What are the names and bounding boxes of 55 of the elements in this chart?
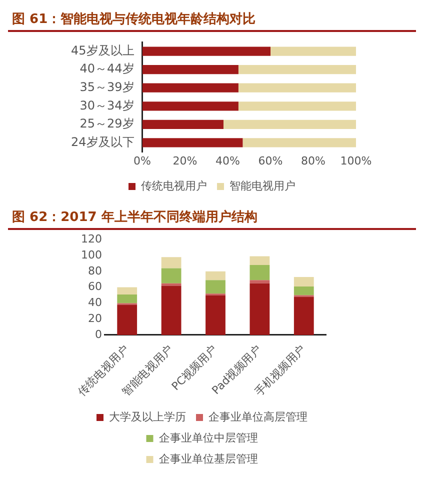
y-tick-label: 60	[88, 280, 102, 294]
y-tick-label: 120	[80, 232, 102, 246]
x-tick-label: 100%	[340, 154, 372, 168]
bar	[142, 102, 238, 111]
y-tick-label: 24岁及以下	[70, 134, 134, 149]
legend-label: 企事业单位高层管理	[208, 410, 308, 424]
bar	[250, 283, 270, 335]
x-tick-label: 60%	[258, 154, 283, 168]
bar	[117, 294, 138, 304]
bar	[161, 257, 182, 268]
y-tick-label: 100	[80, 248, 102, 262]
chart-title: 图 62：2017 年上半年不同终端用户结构	[8, 206, 416, 230]
y-tick-label: 40～44岁	[80, 62, 134, 76]
bar	[206, 271, 226, 280]
bar	[206, 295, 226, 335]
y-tick-label: 30～34岁	[80, 98, 134, 112]
bar	[161, 286, 182, 335]
bar	[250, 280, 270, 284]
y-tick-label: 80	[88, 264, 102, 278]
bar	[238, 65, 356, 74]
legend-label: 大学及以上学历	[109, 410, 186, 424]
bar	[206, 280, 226, 294]
y-tick-label: 0	[94, 328, 102, 341]
bar	[142, 46, 271, 56]
legend-label: 智能电视用户	[230, 179, 296, 192]
legend-label: 传统电视用户	[141, 179, 207, 192]
bar	[161, 268, 182, 284]
bar	[294, 296, 314, 335]
bar	[238, 102, 356, 111]
x-tick-label: 80%	[301, 154, 326, 168]
bar	[117, 287, 138, 294]
legend-label: 企事业单位中层管理	[158, 431, 258, 444]
bar	[294, 276, 314, 287]
x-tick-label: 0%	[134, 154, 151, 168]
y-tick-label: 35～39岁	[80, 80, 134, 94]
bar	[142, 83, 238, 92]
bar	[142, 120, 224, 129]
y-tick-label: 25～29岁	[80, 116, 134, 131]
bar	[250, 256, 270, 266]
bar	[142, 65, 238, 74]
legend-label: 企事业单位基层管理	[158, 452, 258, 466]
x-tick-label: 40%	[216, 154, 240, 168]
chart-title: 图 61：智能电视与传统电视年龄结构对比	[8, 8, 416, 32]
y-tick-label: 45岁及以上	[70, 43, 134, 58]
x-tick-label: 20%	[172, 154, 198, 168]
bar	[242, 138, 356, 148]
bar	[223, 120, 356, 129]
y-tick-label: 40	[88, 296, 102, 310]
y-tick-label: 20	[88, 312, 102, 325]
bar	[250, 265, 270, 280]
bar	[238, 83, 356, 92]
bar	[270, 46, 356, 56]
bar	[294, 286, 314, 296]
bar	[117, 304, 138, 335]
bar	[142, 138, 243, 148]
